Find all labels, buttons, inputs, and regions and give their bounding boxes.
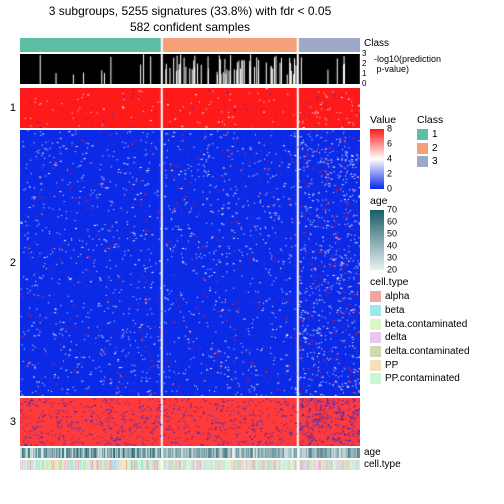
heatmap-cluster-1	[20, 88, 360, 128]
celltype-swatch-label: PP	[385, 360, 398, 371]
row-cluster-label: 3	[0, 416, 16, 428]
age-tick: 50	[387, 229, 397, 240]
row-cluster-label: 1	[0, 102, 16, 114]
celltype-swatch	[370, 332, 381, 343]
celltype-swatch-label: delta	[385, 332, 407, 343]
celltype-swatch-label: alpha	[385, 292, 409, 303]
legend-title-cell-type: cell.type	[370, 276, 500, 289]
celltype-swatch-label: beta	[385, 305, 404, 316]
annotation-cell.type	[20, 460, 360, 470]
legend: Value02468Class123age203040506070cell.ty…	[370, 38, 500, 387]
value-tick: 6	[387, 139, 392, 150]
age-colorbar	[370, 210, 384, 270]
value-tick: 2	[387, 169, 392, 180]
legend-title-class: Class	[417, 114, 443, 127]
age-tick: 20	[387, 265, 397, 276]
annotation-label-cell.type: cell.type	[364, 459, 401, 470]
age-tick: 30	[387, 253, 397, 264]
age-tick: 40	[387, 241, 397, 252]
barcode-tick: 3	[362, 49, 366, 58]
value-colorbar	[370, 129, 384, 189]
celltype-swatch	[370, 373, 381, 384]
annotation-label-age: age	[364, 447, 381, 458]
figure: 3 subgroups, 5255 signatures (33.8%) wit…	[0, 0, 504, 504]
barcode-axis-label: -log10(prediction p-value)	[374, 54, 441, 74]
title-sub: 582 confident samples	[20, 20, 360, 34]
class-swatch	[417, 156, 428, 167]
class-swatch-label: 2	[432, 143, 438, 154]
row-cluster-label: 2	[0, 257, 16, 269]
value-tick: 4	[387, 154, 392, 165]
barcode-tick: 0	[362, 79, 366, 88]
class-swatch-label: 3	[432, 157, 438, 168]
class-bar-label: Class	[364, 38, 389, 49]
celltype-swatch-label: delta.contaminated	[385, 346, 470, 357]
class-swatch-label: 1	[432, 129, 438, 140]
title-main: 3 subgroups, 5255 signatures (33.8%) wit…	[20, 4, 360, 18]
pvalue-barcode	[20, 54, 360, 84]
value-tick: 8	[387, 124, 392, 135]
celltype-swatch	[370, 360, 381, 371]
celltype-swatch-label: PP.contaminated	[385, 373, 460, 384]
class-swatch	[417, 129, 428, 140]
celltype-swatch	[370, 291, 381, 302]
plot-area	[20, 38, 360, 466]
annotation-age	[20, 448, 360, 458]
class-swatch	[417, 143, 428, 154]
heatmap-cluster-3	[20, 398, 360, 446]
celltype-swatch-label: beta.contaminated	[385, 319, 467, 330]
barcode-tick: 1	[362, 69, 366, 78]
celltype-swatch	[370, 319, 381, 330]
celltype-swatch	[370, 305, 381, 316]
class-annotation-bar	[20, 38, 360, 52]
celltype-swatch	[370, 346, 381, 357]
barcode-tick: 2	[362, 59, 366, 68]
age-tick: 60	[387, 217, 397, 228]
value-tick: 0	[387, 184, 392, 195]
heatmap-cluster-2	[20, 130, 360, 396]
age-tick: 70	[387, 205, 397, 216]
